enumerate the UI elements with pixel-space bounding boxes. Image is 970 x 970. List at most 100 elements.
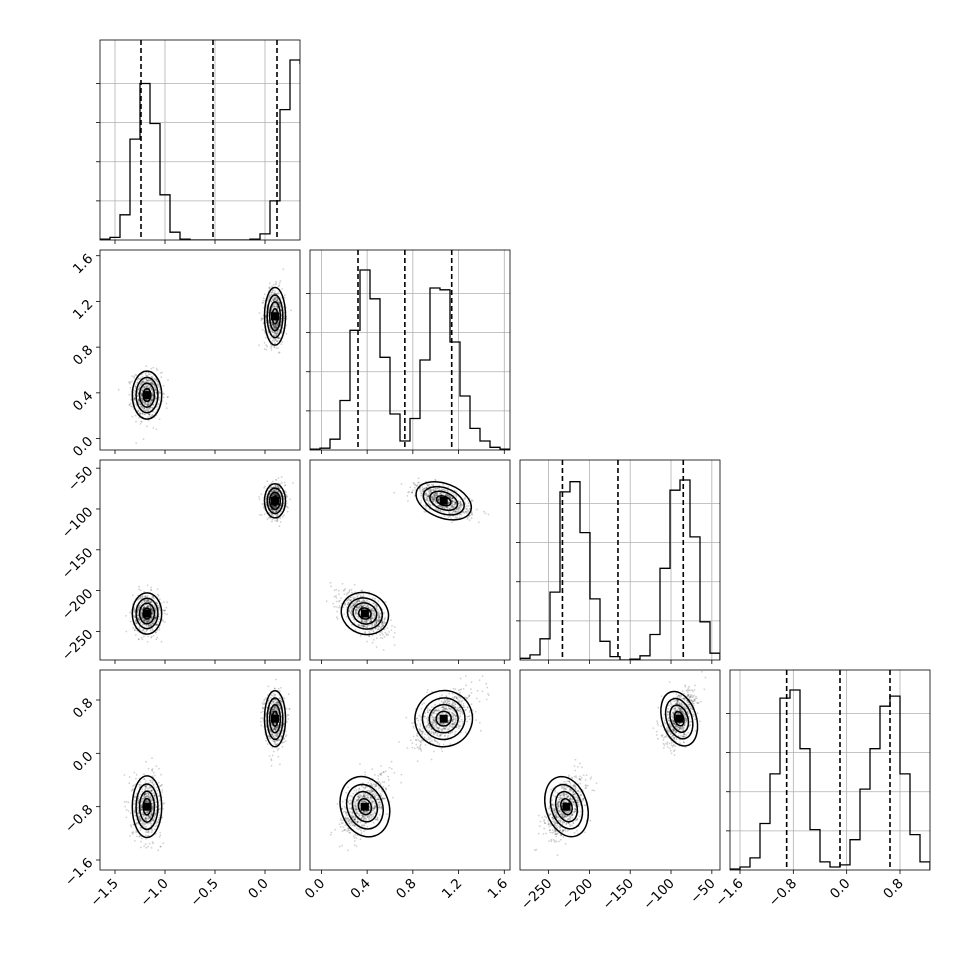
scatter-point xyxy=(337,606,340,609)
scatter-point xyxy=(431,497,434,499)
scatter-point xyxy=(382,634,384,636)
scatter-point xyxy=(433,497,436,499)
scatter-point xyxy=(151,805,154,808)
scatter-point xyxy=(384,631,387,634)
scatter-point xyxy=(138,626,141,629)
scatter-point xyxy=(149,620,151,623)
scatter-point xyxy=(146,375,149,377)
scatter-point xyxy=(135,622,138,625)
scatter-point xyxy=(153,597,155,600)
scatter-point xyxy=(273,297,276,300)
scatter-point xyxy=(265,315,267,318)
scatter-point xyxy=(140,800,143,803)
scatter-point xyxy=(144,831,147,833)
scatter-point xyxy=(144,403,146,406)
scatter-point xyxy=(355,612,358,614)
scatter-point xyxy=(383,618,386,620)
scatter-point xyxy=(149,606,152,608)
scatter-point xyxy=(147,793,150,796)
scatter-point xyxy=(149,379,152,382)
scatter-point xyxy=(274,484,277,487)
scatter-point xyxy=(129,824,132,827)
scatter-point xyxy=(447,516,450,519)
scatter-point xyxy=(147,403,150,406)
scatter-point xyxy=(147,835,149,837)
scatter-point xyxy=(144,595,147,598)
scatter-point xyxy=(471,499,474,502)
scatter-point xyxy=(139,386,141,388)
scatter-point xyxy=(329,581,332,584)
scatter-point xyxy=(285,491,287,494)
scatter-point xyxy=(151,397,153,399)
scatter-point xyxy=(138,399,140,402)
scatter-point xyxy=(145,378,148,381)
scatter-point xyxy=(351,591,353,594)
scatter-point xyxy=(447,501,450,504)
scatter-point xyxy=(355,609,358,612)
scatter-point xyxy=(144,795,146,798)
scatter-point xyxy=(283,481,286,484)
scatter-point xyxy=(378,615,380,618)
scatter-point xyxy=(260,319,263,322)
scatter-point xyxy=(273,326,276,329)
scatter-point xyxy=(456,507,459,510)
scatter-point xyxy=(338,605,341,607)
scatter-point xyxy=(147,599,150,602)
scatter-point xyxy=(143,619,145,621)
scatter-point xyxy=(151,399,154,402)
scatter-point xyxy=(437,498,440,501)
scatter-point xyxy=(466,516,469,519)
scatter-point xyxy=(446,493,449,496)
scatter-point xyxy=(148,402,150,404)
scatter-point xyxy=(143,407,146,409)
scatter-point xyxy=(437,509,440,512)
scatter-point xyxy=(155,428,158,431)
scatter-point xyxy=(434,508,437,511)
scatter-point xyxy=(352,604,355,607)
scatter-point xyxy=(150,635,153,638)
scatter-point xyxy=(163,621,166,623)
scatter-point xyxy=(151,392,154,395)
scatter-point xyxy=(153,606,156,609)
scatter-point xyxy=(133,810,136,813)
scatter-point xyxy=(442,493,445,495)
scatter-point xyxy=(263,486,266,489)
scatter-point xyxy=(345,615,348,618)
scatter-point xyxy=(137,398,140,401)
scatter-point xyxy=(273,299,275,302)
scatter-point xyxy=(153,378,156,380)
scatter-point xyxy=(143,793,146,796)
scatter-point xyxy=(138,816,140,819)
scatter-point xyxy=(140,819,143,822)
scatter-point xyxy=(160,376,163,378)
scatter-point xyxy=(145,800,148,802)
scatter-point xyxy=(274,331,277,334)
scatter-point xyxy=(149,779,151,782)
scatter-point xyxy=(129,812,132,814)
scatter-point xyxy=(460,503,462,505)
scatter-point xyxy=(427,491,430,493)
scatter-point xyxy=(128,381,130,383)
scatter-point xyxy=(429,504,432,507)
scatter-point xyxy=(147,605,149,607)
scatter-point xyxy=(261,318,263,321)
scatter-point xyxy=(276,332,278,335)
scatter-point xyxy=(159,831,162,834)
scatter-point xyxy=(451,497,454,499)
scatter-point xyxy=(432,501,435,503)
scatter-point xyxy=(437,505,440,507)
scatter-point xyxy=(376,628,379,631)
scatter-point xyxy=(448,496,451,498)
scatter-point xyxy=(459,503,462,505)
scatter-point xyxy=(371,607,374,610)
scatter-point xyxy=(152,842,155,845)
scatter-point xyxy=(375,619,378,622)
scatter-point xyxy=(273,326,276,329)
scatter-point xyxy=(438,497,440,500)
scatter-point xyxy=(362,605,364,607)
scatter-point xyxy=(146,605,149,608)
scatter-point xyxy=(264,485,266,488)
scatter-point xyxy=(263,507,265,509)
scatter-point xyxy=(330,585,332,588)
scatter-point xyxy=(273,493,276,496)
